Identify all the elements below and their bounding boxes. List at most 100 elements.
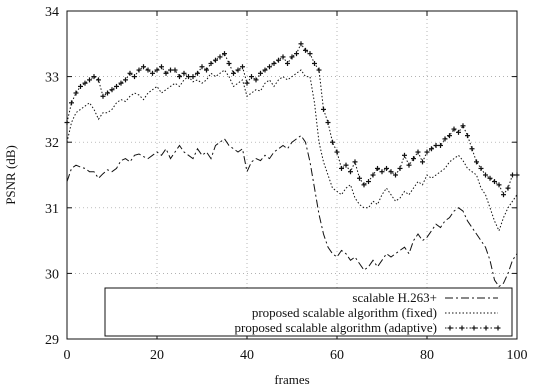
data-point-adaptive (307, 51, 313, 57)
data-point-adaptive (384, 165, 389, 171)
data-point-adaptive (267, 64, 272, 70)
legend-marker-plus (483, 325, 489, 331)
legend-marker-plus (495, 325, 501, 331)
data-point-adaptive (370, 172, 376, 178)
y-axis-label: PSNR (dB) (3, 145, 18, 205)
y-tick-label: 30 (45, 267, 59, 282)
y-tick-label: 34 (45, 5, 59, 20)
data-point-adaptive (415, 149, 421, 155)
data-point-adaptive (280, 54, 286, 60)
legend-marker-plus (447, 325, 453, 331)
data-point-adaptive (127, 70, 133, 76)
data-point-adaptive (474, 159, 479, 165)
series-line-h263 (66, 134, 518, 288)
data-point-adaptive (109, 87, 115, 93)
data-point-adaptive (240, 64, 245, 70)
data-point-adaptive (420, 159, 425, 165)
x-tick-label: 60 (330, 348, 344, 363)
legend: scalable H.263+ proposed scalable algori… (104, 287, 513, 337)
data-point-adaptive (276, 57, 281, 63)
data-point-adaptive (168, 67, 173, 73)
data-point-adaptive (114, 83, 119, 89)
data-point-adaptive (91, 74, 97, 80)
data-point-adaptive (393, 172, 398, 178)
data-point-adaptive (204, 67, 209, 73)
data-point-adaptive (442, 136, 448, 142)
data-point-adaptive (231, 70, 236, 76)
x-axis-label: frames (274, 372, 309, 387)
data-point-adaptive (294, 51, 299, 57)
legend-box (104, 287, 513, 337)
x-tick-label: 20 (150, 348, 164, 363)
data-point-adaptive (379, 169, 385, 175)
data-point-adaptive (159, 64, 164, 70)
data-point-adaptive (190, 74, 196, 80)
data-point-adaptive (118, 80, 124, 86)
data-point-adaptive (352, 159, 358, 165)
data-point-adaptive (289, 54, 295, 60)
data-point-adaptive (78, 83, 83, 89)
y-tick-label: 33 (45, 71, 59, 86)
data-point-adaptive (208, 60, 214, 66)
data-point-adaptive (469, 146, 475, 152)
y-tick-label: 32 (45, 136, 59, 151)
data-point-adaptive (82, 80, 88, 86)
series-line-adaptive (66, 42, 517, 196)
series-line-fixed (66, 69, 518, 233)
data-point-adaptive (465, 133, 470, 139)
data-point-adaptive (145, 67, 151, 73)
y-tick-label: 31 (45, 202, 59, 217)
data-point-adaptive (388, 169, 394, 175)
data-point-adaptive (312, 60, 317, 66)
data-series (64, 41, 520, 288)
data-point-adaptive (357, 175, 362, 181)
data-point-adaptive (73, 90, 79, 96)
data-point-adaptive (154, 67, 160, 73)
data-point-adaptive (186, 74, 191, 80)
data-point-adaptive (456, 129, 461, 135)
y-tick-label: 29 (45, 333, 59, 348)
data-point-adaptive (501, 192, 506, 198)
data-point-adaptive (361, 182, 367, 188)
data-point-adaptive (424, 149, 430, 155)
data-point-adaptive (172, 67, 178, 73)
data-point-adaptive (195, 70, 200, 76)
data-point-adaptive (285, 60, 290, 66)
legend-label-h263: scalable H.263+ (352, 290, 437, 305)
data-point-adaptive (141, 64, 146, 70)
data-point-adaptive (397, 165, 403, 171)
data-point-adaptive (222, 51, 227, 57)
data-point-adaptive (505, 185, 511, 191)
x-tick-label: 80 (420, 348, 434, 363)
data-point-adaptive (348, 169, 353, 175)
data-point-adaptive (429, 146, 434, 152)
data-point-adaptive (375, 165, 380, 171)
data-point-adaptive (406, 162, 412, 168)
data-point-adaptive (492, 179, 497, 185)
data-point-adaptive (262, 67, 268, 73)
data-point-adaptive (438, 142, 443, 148)
data-point-adaptive (325, 120, 331, 126)
data-point-adaptive (334, 149, 340, 155)
data-point-adaptive (366, 179, 371, 185)
data-point-adaptive (244, 80, 250, 86)
data-point-adaptive (105, 90, 110, 96)
data-point-adaptive (96, 77, 101, 83)
legend-label-fixed: proposed scalable algorithm (fixed) (252, 305, 437, 320)
data-point-adaptive (271, 60, 277, 66)
data-point-adaptive (496, 182, 502, 188)
data-point-adaptive (100, 93, 106, 99)
data-point-adaptive (235, 67, 241, 73)
data-point-adaptive (177, 74, 182, 80)
data-point-adaptive (330, 139, 335, 145)
data-point-adaptive (163, 70, 169, 76)
legend-label-adaptive: proposed scalable algorithm (adaptive) (234, 320, 437, 335)
data-point-adaptive (478, 165, 484, 171)
legend-markers-adaptive (447, 325, 501, 331)
data-point-adaptive (226, 60, 232, 66)
data-point-adaptive (199, 64, 205, 70)
x-tick-label: 100 (507, 348, 528, 363)
data-point-adaptive (123, 77, 128, 83)
x-tick-label: 0 (64, 348, 71, 363)
